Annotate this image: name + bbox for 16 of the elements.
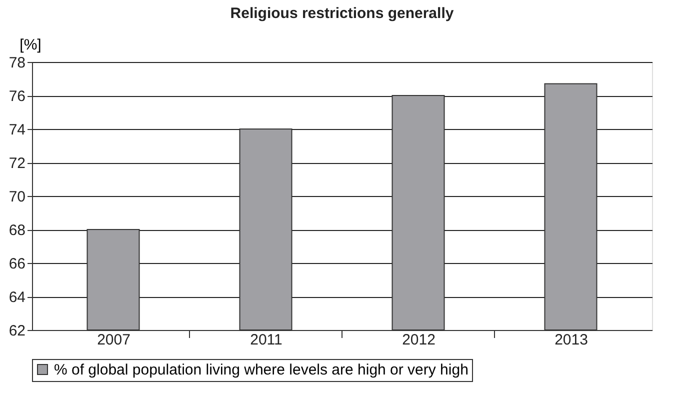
x-tick-label: 2011 xyxy=(250,332,282,348)
x-tick-label: 2013 xyxy=(554,332,588,348)
legend-label: % of global population living where levels are high or very high xyxy=(54,362,468,378)
y-tick-label: 64 xyxy=(8,289,26,306)
y-tick-label: 74 xyxy=(8,122,26,138)
y-tick-label: 78 xyxy=(8,54,26,72)
y-tick-label: 70 xyxy=(8,188,26,206)
chart-title: Religious restrictions generally xyxy=(230,5,454,22)
x-tick-label: 2007 xyxy=(97,332,130,348)
y-tick-label: 72 xyxy=(8,155,26,172)
y-tick-label: 66 xyxy=(8,256,26,272)
y-tick-label: 76 xyxy=(8,88,26,105)
y-tick-label: 68 xyxy=(8,222,26,239)
x-tick-label: 2012 xyxy=(402,332,436,348)
y-axis-title: [%] xyxy=(20,36,42,54)
y-tick-label: 62 xyxy=(8,322,26,340)
